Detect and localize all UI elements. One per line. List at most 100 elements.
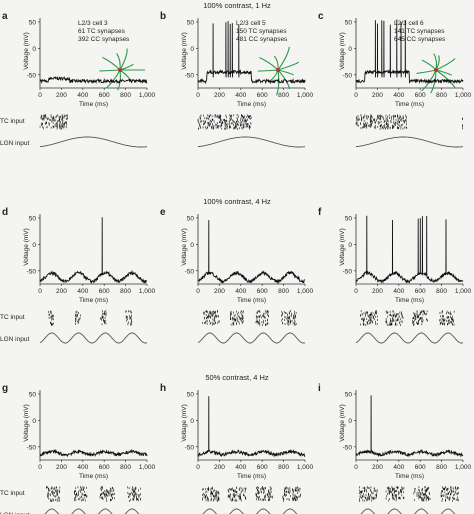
row-title: 100% contrast, 1 Hz <box>203 1 271 10</box>
panel-letter: g <box>2 383 8 394</box>
x-tick-label: 400 <box>393 288 404 295</box>
x-tick-label: 600 <box>99 464 110 471</box>
x-tick-label: 200 <box>56 464 67 471</box>
y-tick-label: -50 <box>27 72 37 79</box>
dendrite <box>430 69 437 94</box>
tc-input-raster <box>202 486 302 502</box>
soma <box>434 68 438 72</box>
lgn-input-sine <box>39 332 148 344</box>
x-tick-label: 1,000 <box>139 92 156 99</box>
x-axis-label: Time (ms) <box>237 297 266 304</box>
tc-input-raster <box>197 114 252 130</box>
lgn-input-sine <box>44 508 140 514</box>
x-tick-label: 600 <box>415 288 426 295</box>
y-axis-label: Voltage (mV) <box>181 32 188 70</box>
tc-input-raster <box>202 310 297 326</box>
dendrite <box>105 69 121 89</box>
cc-synapses-label: 392 CC synapses <box>78 36 130 43</box>
y-tick-label: 50 <box>345 391 353 398</box>
y-tick-label: 0 <box>32 418 36 425</box>
lgn-input-sine <box>355 136 463 148</box>
neuron-morphology <box>99 48 146 91</box>
y-tick-label: -50 <box>27 444 37 451</box>
panel-a: a Voltage (mV) 50 0 -50 0 200 400 600 800 1,000 Tim… <box>0 11 156 148</box>
soma <box>276 68 280 72</box>
panel-letter: e <box>160 207 166 218</box>
tc-input-raster <box>360 310 455 326</box>
panel-letter: f <box>318 207 322 218</box>
panel-letter: i <box>318 383 321 394</box>
x-tick-label: 1,000 <box>139 288 156 295</box>
x-axis-label: Time (ms) <box>79 473 108 480</box>
lgn-input-label: LGN input <box>0 336 29 343</box>
x-tick-label: 0 <box>38 288 42 295</box>
x-tick-label: 800 <box>120 464 131 471</box>
x-tick-label: 1,000 <box>297 288 314 295</box>
neuron-morphology <box>416 53 456 94</box>
x-tick-label: 1,000 <box>139 464 156 471</box>
panel-letter: a <box>2 11 8 22</box>
panel-i: i Voltage (mV) 50 0 -50 0 200 400 600 800 1,000 Tim… <box>318 383 472 514</box>
y-tick-label: 0 <box>348 46 352 53</box>
panel-h: h Voltage (mV) 50 0 -50 0 200 400 600 800 1,000 Tim… <box>160 383 314 514</box>
x-tick-label: 0 <box>38 464 42 471</box>
x-tick-label: 800 <box>278 464 289 471</box>
y-axis-label: Voltage (mV) <box>339 32 346 70</box>
tc-input-label: TC input <box>0 314 25 321</box>
x-tick-label: 600 <box>415 464 426 471</box>
y-axis-label: Voltage (mV) <box>339 404 346 442</box>
x-axis-label: Time (ms) <box>395 101 424 108</box>
panel-f: f Voltage (mV) 50 0 -50 0 200 400 600 800 1,000 Tim… <box>318 207 472 344</box>
lgn-input-sine <box>360 508 456 514</box>
voltage-trace <box>197 396 306 458</box>
y-tick-label: 0 <box>190 46 194 53</box>
dendrite <box>435 69 452 76</box>
voltage-trace <box>355 215 464 285</box>
dendrite <box>257 69 279 72</box>
x-tick-label: 600 <box>257 464 268 471</box>
x-tick-label: 400 <box>393 92 404 99</box>
x-tick-label: 0 <box>354 92 358 99</box>
x-tick-label: 1,000 <box>297 92 314 99</box>
panel-letter: h <box>160 383 166 394</box>
cell-label: L2/3 cell 6 <box>394 20 424 27</box>
y-tick-label: 50 <box>345 215 353 222</box>
x-tick-label: 200 <box>372 464 383 471</box>
x-tick-label: 1,000 <box>455 288 472 295</box>
x-tick-label: 400 <box>77 92 88 99</box>
y-tick-label: 0 <box>190 242 194 249</box>
x-tick-label: 200 <box>56 288 67 295</box>
dendrite <box>435 58 456 71</box>
tc-input-raster <box>39 114 68 130</box>
panel-e: e Voltage (mV) 50 0 -50 0 200 400 600 800 1,000 Tim… <box>160 207 314 344</box>
tc-synapses-label: 150 TC synapses <box>236 28 287 35</box>
y-tick-label: 0 <box>348 418 352 425</box>
x-tick-label: 600 <box>99 288 110 295</box>
x-tick-label: 200 <box>214 92 225 99</box>
panel-b: b Voltage (mV) 50 0 -50 0 200 400 600 800 1,000 Tim… <box>160 11 314 148</box>
y-tick-label: 50 <box>187 215 195 222</box>
row-title: 50% contrast, 4 Hz <box>205 373 269 382</box>
y-axis-label: Voltage (mV) <box>181 404 188 442</box>
x-tick-label: 0 <box>354 464 358 471</box>
soma <box>118 68 122 72</box>
dendrite <box>276 69 280 96</box>
y-tick-label: -50 <box>27 268 37 275</box>
x-tick-label: 0 <box>196 288 200 295</box>
tc-input-label: TC input <box>0 118 25 125</box>
tc-input-label: TC input <box>0 490 25 497</box>
x-tick-label: 200 <box>214 464 225 471</box>
x-tick-label: 200 <box>372 288 383 295</box>
dendrite <box>277 69 294 76</box>
x-tick-label: 0 <box>354 288 358 295</box>
panel-letter: d <box>2 207 8 218</box>
y-tick-label: 0 <box>32 46 36 53</box>
cell-label: L2/3 cell 3 <box>78 20 108 27</box>
lgn-input-sine <box>355 332 464 344</box>
y-tick-label: -50 <box>185 72 195 79</box>
x-axis-label: Time (ms) <box>237 101 266 108</box>
x-tick-label: 0 <box>38 92 42 99</box>
y-axis-label: Voltage (mV) <box>23 32 30 70</box>
dendrite <box>119 48 128 71</box>
